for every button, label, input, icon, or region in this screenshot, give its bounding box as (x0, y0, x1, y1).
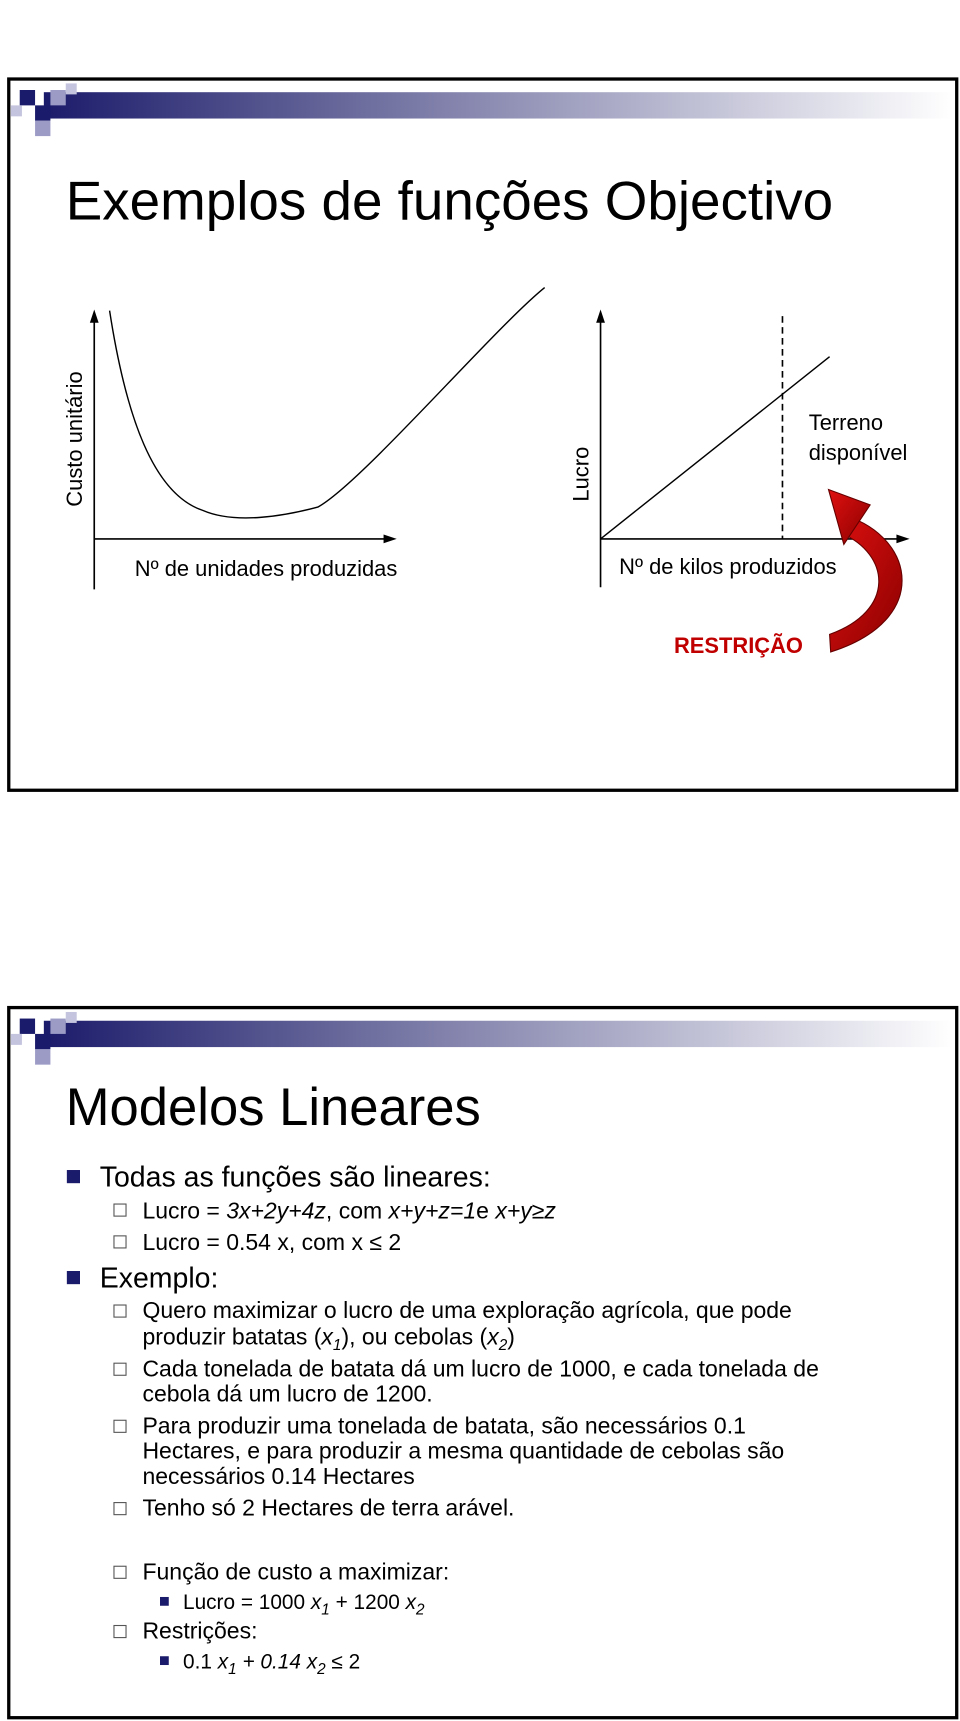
text-run: x+y+z=1 (388, 1197, 477, 1223)
text-run: 2 (316, 1661, 326, 1678)
sub-bullet: Quero maximizar o lucro de uma exploraçã… (142, 1297, 791, 1323)
y-axis-label: Custo unitário (62, 371, 87, 506)
bullet: Exemplo: (100, 1262, 219, 1294)
text-run: Lucro = 1000 (183, 1591, 311, 1614)
restriction-label: RESTRIÇÃO (674, 633, 803, 658)
sub-bullet: necessários 0.14 Hectares (142, 1463, 414, 1489)
limit-label: Terreno (809, 410, 883, 435)
slide-2: Modelos Lineares Todas as funções são li… (7, 1005, 959, 1720)
x-axis-label: Nº de unidades produzidas (135, 556, 398, 581)
sub-bullet: Função de custo a maximizar: (142, 1558, 449, 1584)
text-run: , com (326, 1197, 389, 1223)
text-run: 1 (228, 1661, 237, 1678)
text-run: x (310, 1591, 323, 1614)
text-run: 2 (415, 1602, 425, 1619)
sub-bullet: Lucro = 0.54 x, com x ≤ 2 (142, 1229, 401, 1255)
sub-sub-bullet: Lucro = 1000 x1 + 1200 x2 (183, 1591, 425, 1619)
slide-frame (7, 77, 959, 792)
text-run: x (405, 1591, 418, 1614)
sub-bullet: Lucro = 3x+2y+4z, com x+y+z=1e x+y≥z (142, 1197, 556, 1223)
sub-bullet: Para produzir uma tonelada de batata, sã… (142, 1412, 745, 1438)
text-run: ), ou cebolas ( (341, 1324, 487, 1350)
diagram-left (89, 287, 546, 590)
text-run: ) (507, 1324, 515, 1350)
slide-1: Exemplos de funções Objectivo Custo unit… (7, 77, 959, 792)
text-run: x (320, 1324, 334, 1350)
text-run: ≤ 2 (326, 1650, 361, 1673)
text-run: 1 (321, 1602, 330, 1619)
slide-title: Modelos Lineares (66, 1078, 481, 1137)
text-run: + 1200 (330, 1591, 406, 1614)
sub-bullet: Hectares, e para produzir a mesma quanti… (142, 1438, 784, 1464)
sub-sub-bullet: 0.1 x1 + 0.14 x2 ≤ 2 (183, 1650, 360, 1678)
text-run: x (306, 1650, 319, 1673)
text-run: 0.1 (183, 1650, 218, 1673)
text-run: x (217, 1650, 230, 1673)
sub-bullet: Restrições: (142, 1618, 257, 1644)
text-run: produzir batatas ( (142, 1324, 321, 1350)
bullet-markers (66, 1170, 169, 1666)
text-run: 0.14 (260, 1650, 306, 1673)
x-axis-label: Nº de kilos produzidos (619, 554, 836, 579)
sub-bullet: Cada tonelada de batata dá um lucro de 1… (142, 1355, 818, 1381)
diagram-right (596, 309, 910, 588)
header-decoration (10, 83, 954, 137)
slide-title: Exemplos de funções Objectivo (66, 169, 833, 231)
text-run: + (237, 1650, 261, 1673)
limit-label: disponível (809, 440, 908, 465)
text-run: Lucro = (142, 1197, 226, 1223)
y-axis-label: Lucro (569, 447, 594, 502)
restriction-arrow (827, 488, 903, 653)
text-run: 2 (498, 1337, 508, 1354)
sub-bullet: Tenho só 2 Hectares de terra arável. (142, 1495, 514, 1521)
text-run: e (476, 1197, 495, 1223)
sub-bullet: cebola dá um lucro de 1200. (142, 1381, 432, 1407)
text-run: x+y≥z (494, 1197, 556, 1223)
sub-bullet: produzir batatas (x1), ou cebolas (x2) (142, 1324, 514, 1355)
text-run: 3x+2y+4z (226, 1197, 326, 1223)
bullet: Todas as funções são lineares: (100, 1161, 491, 1193)
text-run: x (486, 1324, 500, 1350)
text-run: 1 (333, 1337, 342, 1354)
header-decoration (10, 1011, 954, 1065)
